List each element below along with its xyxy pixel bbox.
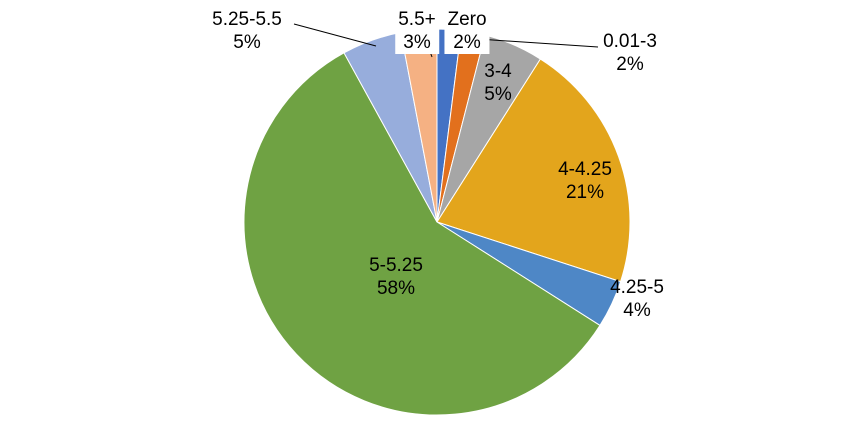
pie-slice-4-4.25: [436, 58, 631, 283]
slice-label-5.5plus: 5.5+ 3%: [395, 8, 439, 54]
slice-label-pct: 4%: [623, 300, 651, 321]
slice-label-pct: 2%: [453, 32, 481, 53]
slice-label-name: 3-4: [484, 61, 512, 82]
slice-label-pct: 5%: [233, 32, 261, 53]
slice-label-name: 4-4.25: [558, 159, 612, 180]
slice-label-pct: 2%: [616, 54, 644, 75]
slice-label-4-4.25: 4-4.25 21%: [558, 158, 612, 204]
slice-label-pct: 3%: [403, 32, 431, 53]
slice-label-0.01-3: 0.01-3 2%: [603, 30, 657, 76]
slice-label-5.25-5.5: 5.25-5.5 5%: [212, 8, 282, 54]
slice-label-3-4: 3-4 5%: [484, 60, 511, 106]
slice-label-4.25-5: 4.25-5 4%: [610, 276, 664, 322]
pie-slices: [243, 28, 631, 416]
pie-slice-5-5.25: [243, 52, 601, 416]
slice-label-name: 5.25-5.5: [212, 9, 282, 30]
slice-label-name: 5-5.25: [369, 255, 423, 276]
slice-label-zero: Zero 2%: [444, 8, 490, 54]
slice-label-pct: 5%: [484, 84, 512, 105]
slice-label-name: Zero: [447, 9, 487, 30]
slice-label-pct: 58%: [376, 278, 416, 299]
leader-line-0.01-3: [477, 38, 599, 48]
slice-label-5-5.25: 5-5.25 58%: [369, 254, 423, 300]
slice-label-name: 5.5+: [398, 9, 436, 30]
slice-label-name: 0.01-3: [603, 31, 657, 52]
slice-label-pct: 21%: [565, 182, 605, 203]
leader-line-5.25-5.5: [293, 23, 377, 47]
slice-label-name: 4.25-5: [610, 277, 664, 298]
